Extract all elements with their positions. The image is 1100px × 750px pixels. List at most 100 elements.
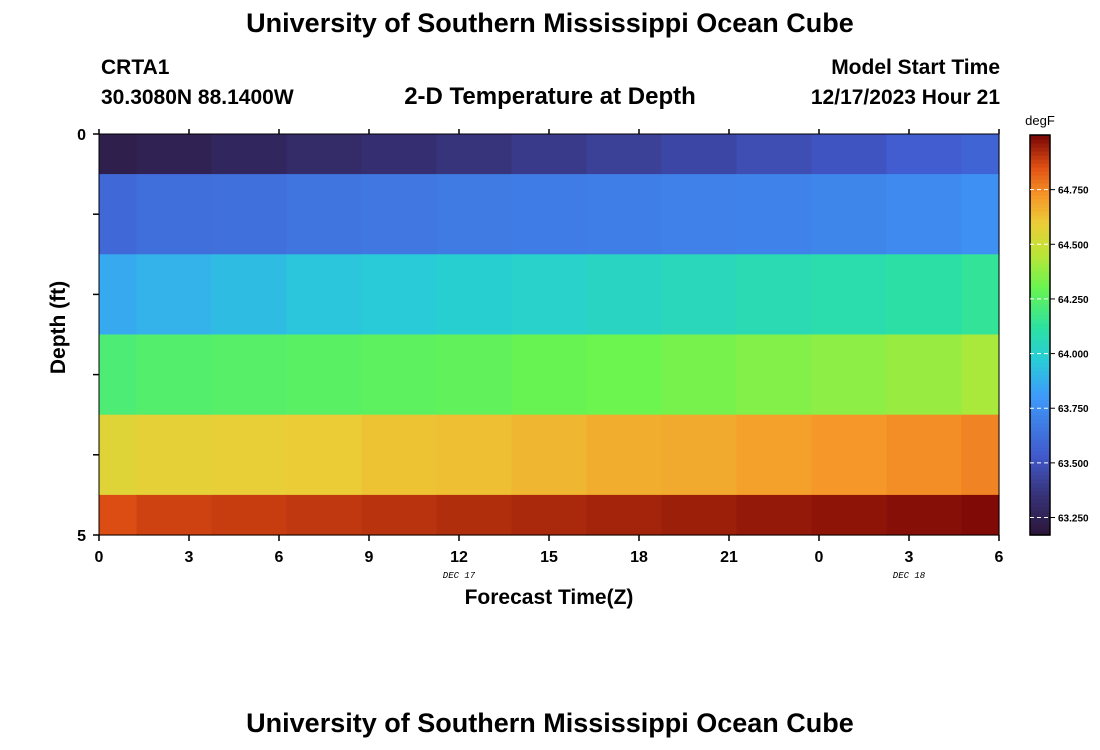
heatmap-cell [661,414,738,496]
heatmap-cell [99,174,138,255]
x-date-labels: DEC 17 DEC 18 [443,571,926,581]
heatmap-cell [511,414,588,496]
colorbar-segment [1030,527,1050,532]
heatmap-cell [736,134,813,175]
colorbar-tick-label: 64.500 [1058,240,1089,251]
colorbar-segment [1030,163,1050,168]
colorbar-segment [1030,275,1050,280]
colorbar-segment [1030,255,1050,260]
heatmap-cell [886,254,963,336]
heatmap-cell [436,334,513,416]
heatmap-cell [511,134,588,175]
heatmap-cell [211,414,288,496]
colorbar-segment [1030,267,1050,272]
colorbar-segment [1030,199,1050,204]
heatmap-cell [736,334,813,416]
colorbar-segment [1030,315,1050,320]
x-tick-label: 9 [365,549,374,566]
heatmap-cell [361,414,438,496]
heatmap-cell [136,414,213,496]
heatmap-cell [286,494,363,536]
x-tick-label: 15 [540,549,558,566]
heatmap-cell [961,174,1000,255]
colorbar-segment [1030,427,1050,432]
heatmap-cell [286,174,363,255]
colorbar-segment [1030,519,1050,524]
heatmap-cell [136,134,213,175]
heatmap-cell [661,174,738,255]
heatmap-cell [136,494,213,536]
x-date-label: DEC 18 [893,571,926,581]
heatmap-cell [661,134,738,175]
colorbar-segment [1030,447,1050,452]
colorbar-segment [1030,307,1050,312]
heatmap-cell [961,254,1000,336]
heatmap-cell [661,334,738,416]
x-tick-label: 12 [450,549,468,566]
page-title: University of Southern Mississippi Ocean… [246,8,854,38]
colorbar-segment [1030,239,1050,244]
colorbar-segment [1030,415,1050,420]
colorbar-segment [1030,151,1050,156]
colorbar-segment [1030,259,1050,264]
colorbar-segment [1030,475,1050,480]
heatmap-cell [811,334,888,416]
heatmap-cell [586,174,663,255]
colorbar-segment [1030,451,1050,456]
heatmap-cell [886,414,963,496]
x-tick-label: 0 [815,549,824,566]
colorbar-segment [1030,455,1050,460]
heatmap-cell [886,494,963,536]
heatmap-cell [586,494,663,536]
colorbar-segment [1030,391,1050,396]
heatmap-cell [211,174,288,255]
heatmap-cell [586,134,663,175]
colorbar-segment [1030,279,1050,284]
colorbar-tick-label: 63.250 [1058,514,1089,525]
axis-ticks [93,129,1000,541]
colorbar-segment [1030,227,1050,232]
colorbar-segment [1030,487,1050,492]
heatmap-cell [99,334,138,416]
heatmap-cell [886,334,963,416]
colorbar-segment [1030,179,1050,184]
colorbar-segment [1030,287,1050,292]
heatmap-cell [436,254,513,336]
colorbar-segment [1030,311,1050,316]
colorbar-segment [1030,471,1050,476]
y-tick-label: 5 [77,528,86,545]
heatmap-cell [511,174,588,255]
colorbar-tick-label: 63.500 [1058,459,1089,470]
heatmap-cell [361,334,438,416]
colorbar-segment [1030,147,1050,152]
colorbar-segment [1030,319,1050,324]
colorbar-segment [1030,411,1050,416]
x-tick-label: 6 [275,549,284,566]
colorbar-segment [1030,167,1050,172]
colorbar-tick-label: 64.000 [1058,350,1089,361]
colorbar-segment [1030,171,1050,176]
x-tick-label: 21 [720,549,738,566]
heatmap-cell [811,134,888,175]
heatmap-cell [811,174,888,255]
colorbar-segment [1030,355,1050,360]
heatmap-cell [886,174,963,255]
heatmap-cell [736,174,813,255]
heatmap-cell [211,494,288,536]
y-axis-label: Depth (ft) [47,281,70,374]
colorbar-segment [1030,499,1050,504]
colorbar-segment [1030,219,1050,224]
colorbar-segment [1030,339,1050,344]
y-tick-label: 0 [77,127,86,144]
y-tick-labels: 05 [77,127,86,545]
colorbar-segment [1030,507,1050,512]
heatmap-cell [811,254,888,336]
colorbar-segment [1030,139,1050,144]
heatmap-cell [286,134,363,175]
colorbar-segment [1030,431,1050,436]
colorbar-segment [1030,423,1050,428]
colorbar-segment [1030,283,1050,288]
heatmap-cell [436,414,513,496]
colorbar-segment [1030,443,1050,448]
heatmap-cell [811,494,888,536]
